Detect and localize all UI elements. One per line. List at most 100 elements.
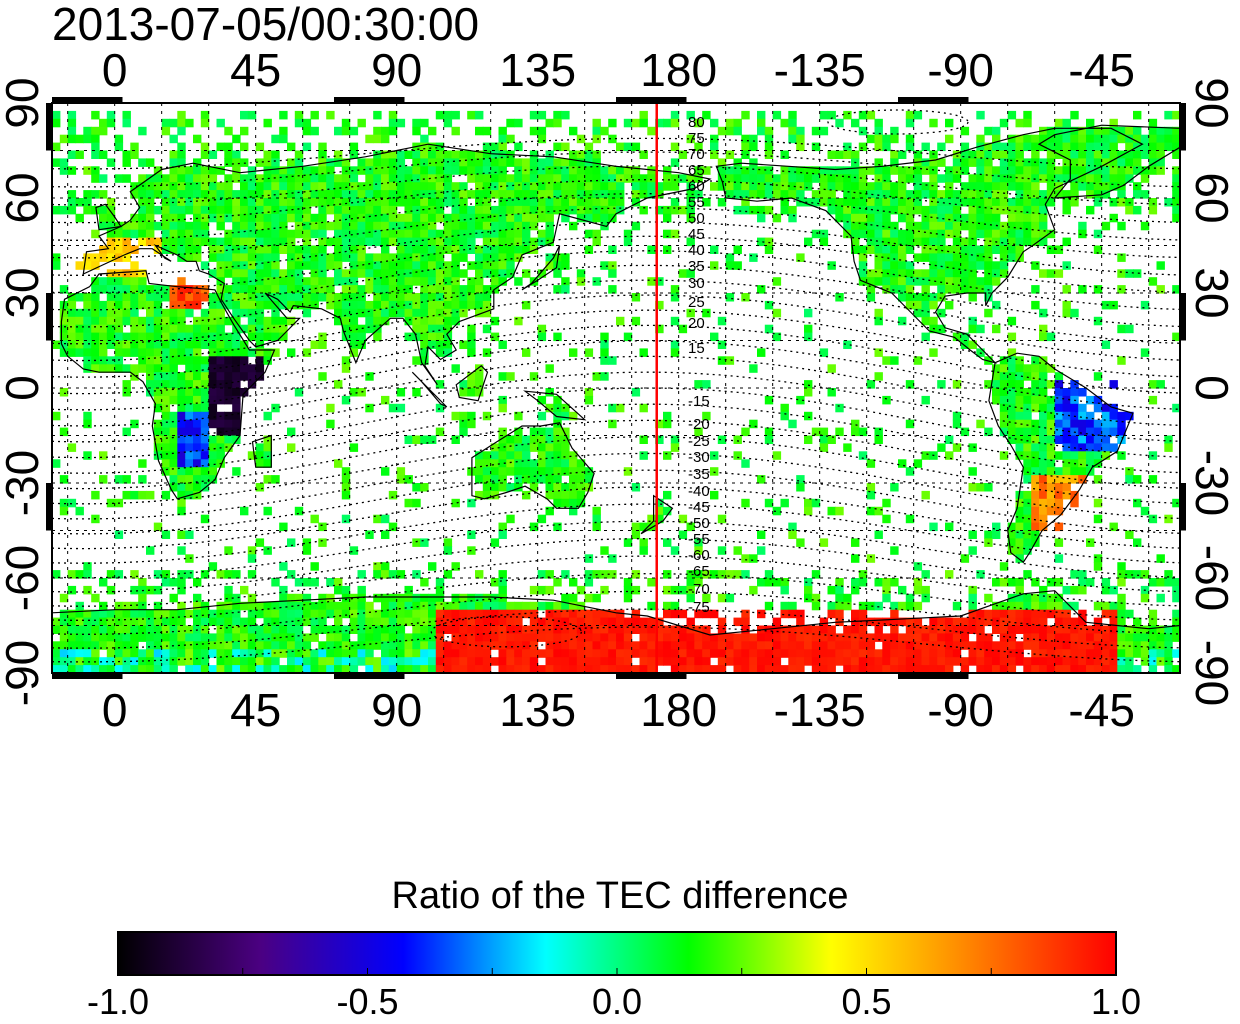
tec-cell <box>490 221 500 231</box>
tec-cell <box>412 174 421 183</box>
tec-cell <box>294 213 304 223</box>
tec-cell <box>247 300 257 310</box>
tec-cell <box>999 190 1009 199</box>
tec-cell <box>1070 490 1079 500</box>
tec-cell <box>1046 158 1056 167</box>
tec-cell <box>608 649 617 658</box>
tec-cell <box>420 340 429 349</box>
tec-cell <box>1055 673 1063 682</box>
tec-cell <box>106 205 116 215</box>
tec-cell <box>334 633 343 642</box>
tec-cell <box>890 483 899 492</box>
tec-cell <box>506 158 515 167</box>
tec-cell <box>263 332 272 342</box>
tec-cell <box>357 601 366 611</box>
tec-cell <box>1133 150 1142 159</box>
tec-cell <box>153 166 163 175</box>
tec-cell <box>130 324 139 334</box>
tec-cell <box>1148 475 1158 484</box>
tec-cell <box>1054 483 1064 492</box>
tec-cell <box>106 198 116 207</box>
tec-cell <box>976 174 985 183</box>
tec-cell <box>255 633 265 642</box>
tec-cell <box>866 601 876 611</box>
tec-cell <box>702 198 711 207</box>
tec-cell <box>514 673 522 682</box>
tec-cell <box>420 293 429 302</box>
tec-cell <box>1093 649 1103 658</box>
tec-cell <box>247 269 257 278</box>
tec-cell <box>616 316 625 326</box>
tec-cell <box>522 443 531 452</box>
tec-cell <box>443 609 453 619</box>
tec-cell <box>326 403 335 413</box>
tec-cell <box>882 641 891 650</box>
tec-cell <box>396 245 406 254</box>
tec-cell <box>153 174 163 183</box>
tec-cell <box>388 403 398 413</box>
tec-cell <box>412 538 421 547</box>
tec-cell <box>647 126 656 136</box>
tec-cell <box>741 554 750 563</box>
tec-cell <box>804 332 813 342</box>
tec-cell <box>1093 316 1103 326</box>
tec-cell <box>388 205 398 215</box>
tec-cell <box>827 166 836 175</box>
tec-cell <box>702 657 711 666</box>
tec-cell <box>404 205 413 215</box>
tec-cell <box>1117 419 1126 429</box>
tec-cell <box>905 467 915 476</box>
tec-cell <box>224 158 233 167</box>
tec-cell <box>600 182 609 191</box>
tec-cell <box>780 649 789 658</box>
tec-cell <box>161 649 171 658</box>
tec-cell <box>169 118 178 128</box>
tec-cell <box>522 625 531 634</box>
tec-cell <box>435 403 445 413</box>
tec-cell <box>67 205 77 215</box>
tec-cell <box>843 665 852 673</box>
tec-cell <box>694 118 703 128</box>
tec-cell <box>341 641 351 650</box>
tec-cell <box>811 174 821 183</box>
tec-cell <box>83 562 92 571</box>
tec-cell <box>443 190 453 199</box>
tec-cell <box>529 475 539 484</box>
tec-cell <box>537 427 547 437</box>
tec-cell <box>130 261 139 270</box>
tec-cell <box>200 403 210 413</box>
tec-cell <box>294 657 304 666</box>
tec-cell <box>200 467 210 476</box>
tec-cell <box>1007 166 1017 175</box>
tec-cell <box>412 617 421 627</box>
tec-cell <box>310 609 319 619</box>
tec-cell <box>185 427 194 437</box>
tec-cell <box>153 285 163 294</box>
tec-cell <box>99 475 108 484</box>
tec-cell <box>757 213 766 223</box>
tec-cell <box>726 673 734 682</box>
tec-cell <box>428 324 437 334</box>
tec-cell <box>1156 158 1165 167</box>
tec-cell <box>216 190 225 199</box>
tec-cell <box>467 601 476 611</box>
x-tick-bottom-0: 0 <box>101 684 128 736</box>
tec-cell <box>122 657 131 666</box>
tec-cell <box>670 435 680 444</box>
tec-cell <box>224 435 233 444</box>
tec-cell <box>318 245 327 254</box>
tec-cell <box>318 190 327 199</box>
tec-cell <box>592 506 601 516</box>
tec-cell <box>1133 625 1142 634</box>
tec-cell <box>741 665 750 673</box>
tec-cell <box>91 348 100 357</box>
tec-cell <box>545 182 554 191</box>
tec-cell <box>663 601 672 611</box>
tec-cell <box>969 673 977 682</box>
tec-cell <box>420 625 429 634</box>
tec-cell <box>404 221 413 231</box>
tec-cell <box>318 673 326 682</box>
tec-cell <box>999 609 1009 619</box>
tec-cell <box>381 166 390 175</box>
tec-cell <box>106 340 116 349</box>
